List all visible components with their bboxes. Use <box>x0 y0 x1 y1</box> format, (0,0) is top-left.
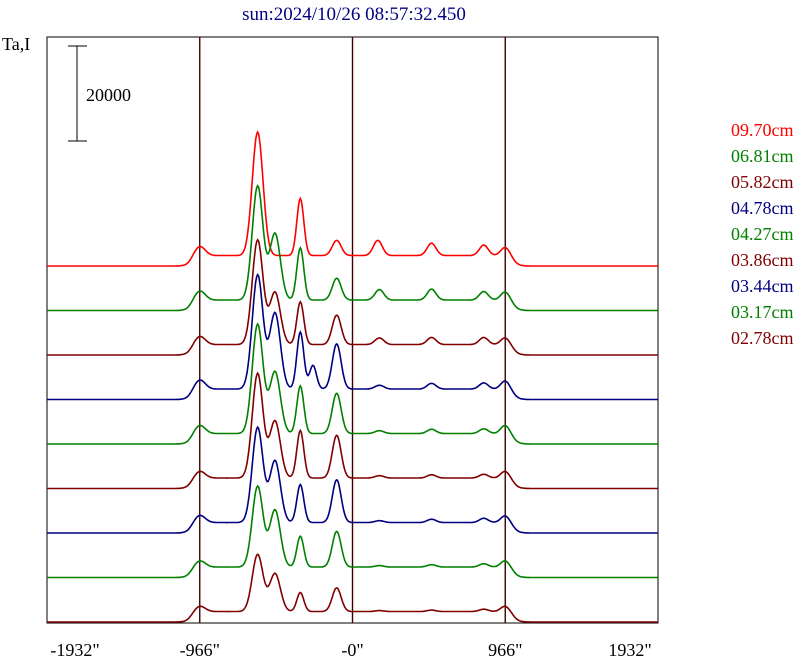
series-line <box>47 272 658 401</box>
x-tick-label: -1932" <box>50 640 99 660</box>
legend-entry: 05.82cm <box>731 172 794 192</box>
x-tick-labels: -1932" -966" -0" 966" 1932" <box>50 640 651 660</box>
legend-entry: 03.86cm <box>731 250 794 270</box>
series-line <box>47 322 658 445</box>
x-tick-label: -966" <box>180 640 220 660</box>
legend-entry: 09.70cm <box>731 120 794 140</box>
legend-entry: 03.17cm <box>731 302 794 322</box>
chart-title: sun:2024/10/26 08:57:32.450 <box>242 4 466 25</box>
x-tick-label: -0" <box>341 640 363 660</box>
x-tick-label: 1932" <box>608 640 651 660</box>
series-line <box>47 425 658 534</box>
series-line <box>47 484 658 579</box>
series-lines <box>47 130 658 623</box>
legend-entry: 04.27cm <box>731 224 794 244</box>
scale-bar: 20000 <box>68 45 131 142</box>
legend-entry: 04.78cm <box>731 198 794 218</box>
legend: 09.70cm 06.81cm 05.82cm 04.78cm 04.27cm 03.86… <box>731 120 794 348</box>
series-line <box>47 553 658 623</box>
series-line <box>47 130 658 267</box>
y-axis-label: Ta,I <box>2 34 30 54</box>
scale-bar-label: 20000 <box>86 85 131 105</box>
series-line <box>47 238 658 356</box>
legend-entry: 02.78cm <box>731 328 794 348</box>
legend-entry: 06.81cm <box>731 146 794 166</box>
series-line <box>47 184 658 312</box>
series-line <box>47 371 658 490</box>
vertical-reference-lines <box>199 37 506 623</box>
legend-entry: 03.44cm <box>731 276 794 296</box>
x-tick-label: 966" <box>488 640 522 660</box>
